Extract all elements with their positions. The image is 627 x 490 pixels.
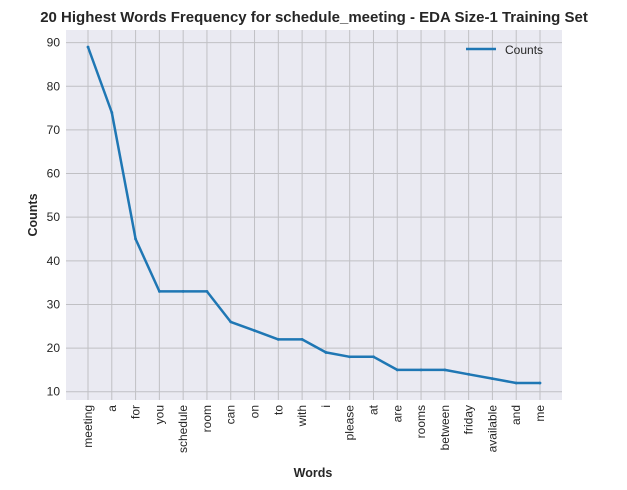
y-tick-label: 20: [47, 341, 61, 355]
grid-layer: [66, 30, 562, 400]
x-tick-label: on: [248, 405, 262, 418]
data-point: [157, 289, 161, 293]
series-line-counts: [86, 46, 540, 385]
y-tick-label: 10: [47, 385, 61, 399]
data-point: [86, 45, 90, 49]
data-point: [205, 289, 209, 293]
y-axis-label: Counts: [26, 193, 40, 236]
data-point: [395, 368, 399, 372]
data-point: [300, 337, 304, 341]
data-point: [324, 351, 328, 354]
data-point: [348, 355, 352, 359]
x-tick-label: rooms: [414, 405, 428, 438]
data-point: [419, 368, 423, 372]
legend: Counts: [466, 43, 543, 57]
x-tick-label: to: [271, 405, 285, 415]
x-tick-label: you: [152, 405, 166, 424]
x-tick-label: for: [129, 405, 143, 419]
data-point: [110, 111, 114, 114]
x-tick-label: with: [295, 405, 309, 427]
x-axis-label: Words: [294, 466, 333, 480]
data-point: [372, 355, 375, 359]
x-tick-label: are: [390, 405, 404, 423]
data-point: [276, 337, 280, 341]
plot-background: [66, 30, 562, 400]
x-tick-label: available: [485, 405, 499, 453]
data-point: [514, 381, 518, 385]
series-layer: [86, 45, 542, 385]
x-tick-label: at: [366, 404, 380, 415]
x-tick-label: please: [343, 405, 357, 441]
data-point: [538, 381, 542, 385]
y-tick-label: 40: [47, 254, 61, 268]
x-tick-label: schedule: [176, 405, 190, 453]
x-tick-labels: meeting a for you schedule room can on to with i pl…: [81, 404, 547, 453]
x-tick-label: can: [224, 405, 238, 424]
y-tick-label: 50: [47, 210, 61, 224]
y-tick-labels: 10 20 30 40 50 60 70 80 90: [47, 36, 61, 399]
data-point: [443, 368, 447, 372]
data-point: [229, 320, 233, 324]
x-tick-label: room: [200, 405, 214, 432]
data-point: [253, 329, 256, 333]
legend-label-counts: Counts: [505, 43, 543, 57]
x-tick-label: and: [509, 405, 523, 425]
x-tick-label: me: [533, 405, 547, 422]
y-tick-label: 30: [47, 297, 61, 311]
data-point: [181, 289, 185, 293]
x-tick-label: friday: [462, 405, 476, 434]
x-tick-label: a: [105, 405, 119, 412]
data-point: [491, 377, 494, 381]
data-point: [134, 237, 137, 241]
x-tick-label: between: [438, 405, 452, 450]
y-tick-label: 70: [47, 123, 61, 137]
y-tick-label: 80: [47, 79, 61, 93]
chart-title: 20 Highest Words Frequency for schedule_…: [40, 9, 588, 26]
x-tick-label: meeting: [81, 405, 95, 448]
data-point: [467, 372, 471, 376]
y-tick-label: 60: [47, 167, 61, 181]
y-tick-label: 90: [47, 36, 61, 50]
x-tick-label: i: [319, 405, 333, 408]
